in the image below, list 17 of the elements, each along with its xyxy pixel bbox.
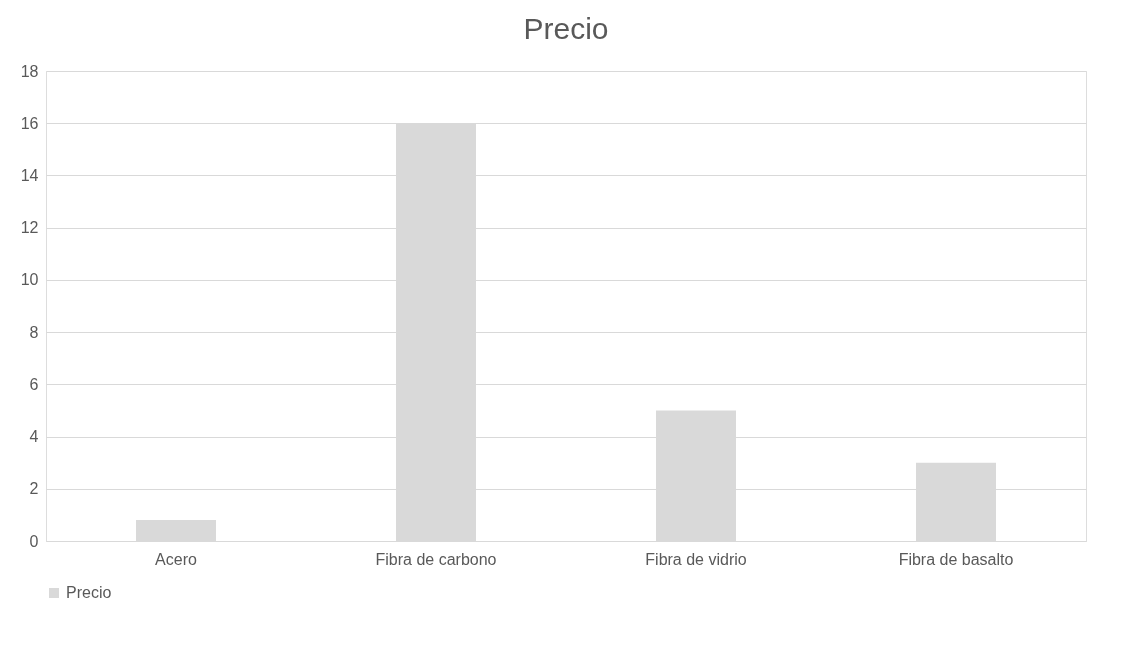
x-tick-label: Acero — [155, 550, 197, 568]
y-tick-label: 0 — [29, 532, 39, 550]
y-tick-label: 6 — [29, 375, 39, 393]
bar — [136, 520, 216, 541]
y-tick-label: 4 — [29, 428, 39, 446]
y-tick-label: 10 — [20, 271, 39, 289]
x-tick-label: Fibra de vidrio — [645, 550, 747, 568]
legend-label: Precio — [66, 584, 112, 601]
y-tick-label: 14 — [20, 166, 39, 184]
y-tick-label: 16 — [20, 114, 39, 132]
y-tick-label: 12 — [20, 219, 39, 237]
y-tick-label: 18 — [20, 62, 39, 80]
y-tick-label: 2 — [29, 480, 39, 498]
y-tick-label: 8 — [29, 323, 39, 341]
x-tick-label: Fibra de carbono — [375, 550, 497, 568]
x-tick-label: Fibra de basalto — [898, 550, 1014, 568]
chart-title: Precio — [523, 12, 609, 45]
